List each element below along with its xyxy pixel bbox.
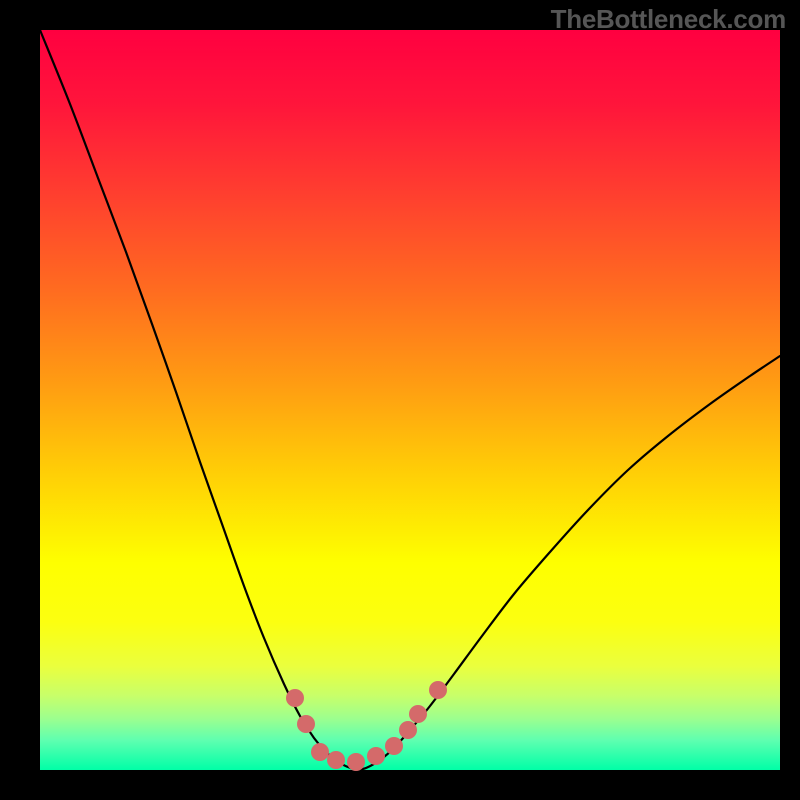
data-marker <box>385 737 403 755</box>
data-marker <box>399 721 417 739</box>
curve-left <box>40 30 356 770</box>
data-marker <box>367 747 385 765</box>
data-marker <box>409 705 427 723</box>
data-marker <box>297 715 315 733</box>
data-marker <box>286 689 304 707</box>
bottleneck-curves <box>0 0 800 800</box>
data-marker <box>429 681 447 699</box>
data-marker <box>347 753 365 771</box>
canvas-root: TheBottleneck.com <box>0 0 800 800</box>
watermark-text: TheBottleneck.com <box>551 4 786 35</box>
data-marker <box>327 751 345 769</box>
